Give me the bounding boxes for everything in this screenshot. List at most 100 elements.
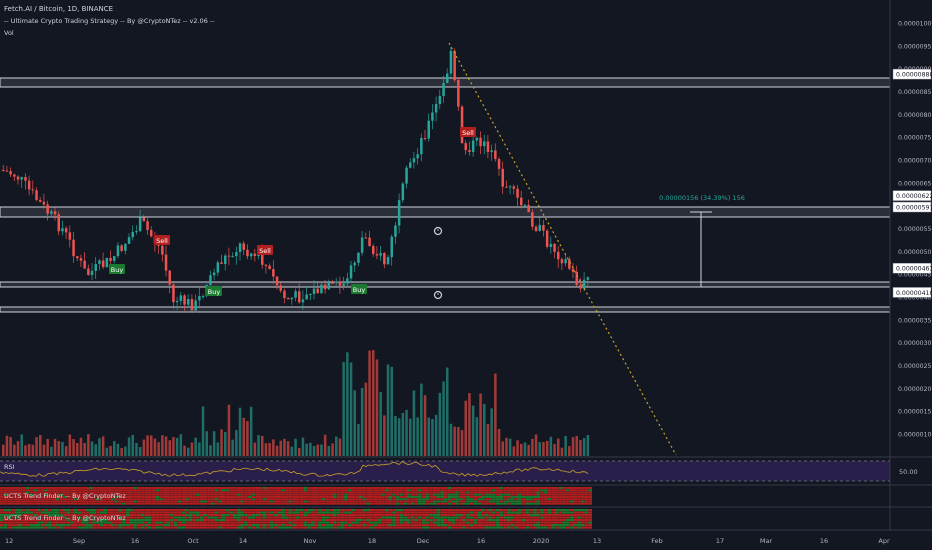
trend-cell [325,524,330,527]
volume-title[interactable]: Vol [4,29,14,37]
trend-cell [314,496,319,498]
trend-cell [477,500,481,503]
trend-finder-title[interactable]: UCTS Trend Finder -- By @CryptoNTez [4,492,126,500]
trend-cell [44,519,49,522]
trend-cell [96,516,100,519]
trend-cell [314,519,319,522]
trend-cell [85,487,89,489]
strategy-title[interactable]: -- Ultimate Crypto Trading Strategy -- B… [4,17,215,25]
trend-finder-pane-1[interactable]: UCTS Trend Finder -- By @CryptoNTez [0,484,932,505]
trend-cell [418,500,422,503]
trend-cell [503,489,507,492]
trend-cell [162,489,167,492]
trend-cell [325,511,330,514]
trend-cell [148,514,152,517]
alarm-clock-icon[interactable] [433,226,443,236]
volume-bar [2,444,5,456]
alarm-clock-icon[interactable] [433,290,443,300]
trend-cell [177,487,182,489]
trend-cell [129,509,134,512]
volume-bar [397,418,401,456]
trend-cell [81,496,86,498]
trend-finder-title[interactable]: UCTS Trend Finder -- By @CryptoNTez [4,514,126,522]
signal-buy[interactable]: Buy [351,284,367,294]
candle [457,77,460,111]
trend-cell [473,511,478,514]
trend-cell [458,509,463,512]
trend-cell [277,496,282,498]
trend-cell [551,493,555,496]
signal-sell[interactable]: Sell [460,127,476,137]
trend-cell [11,509,15,512]
trend-cell [351,489,356,492]
candle [64,226,68,240]
trend-cell [566,491,570,494]
trend-cell [410,516,415,519]
volume-bar [564,435,567,456]
rsi-title[interactable]: RSI [4,463,15,471]
trend-cell [225,498,230,501]
trend-cell [418,524,422,527]
trend-cell [429,511,433,514]
trend-cell [0,516,4,519]
trend-cell [51,511,56,514]
trend-cell [344,493,348,496]
trend-cell [48,519,52,522]
trend-cell [296,509,300,512]
trend-cell [373,519,378,522]
signal-sell[interactable]: Sell [257,245,273,255]
price-axis[interactable]: 0.000010000.000009500.000009000.00000850… [889,0,932,530]
trend-cell [51,493,56,496]
signal-buy[interactable]: Buy [206,286,222,296]
volume-bar [357,424,360,456]
trend-cell [355,491,359,494]
volume-bar [94,444,97,456]
trend-cell [225,524,230,527]
trend-cell [81,493,86,496]
trend-finder-pane-2[interactable]: UCTS Trend Finder -- By @CryptoNTez [0,506,932,529]
trend-cell [148,493,152,496]
trend-cell [155,487,160,489]
trend-cell [540,500,544,503]
trend-cell [159,493,163,496]
trend-cell [447,509,452,512]
trend-cell [177,489,182,492]
trend-cell [536,498,541,501]
volume-bar [53,438,57,456]
trend-cell [296,526,300,529]
candlesticks[interactable] [2,46,590,313]
trend-cell [22,493,26,496]
rsi-pane[interactable]: RSI 50.00 [0,456,932,482]
trend-cell [462,500,467,503]
candle [372,243,375,257]
trend-cell [514,516,518,519]
signal-buy[interactable]: Buy [109,264,125,274]
trend-cell [325,493,330,496]
signal-sell[interactable]: Sell [154,235,170,245]
trend-cell [262,519,267,522]
trend-cell [584,509,589,512]
trend-cell [492,491,496,494]
trend-cell [99,493,104,496]
trend-cell [196,526,200,529]
trend-cell [532,526,537,529]
trend-cell [462,493,467,496]
volume-bar [453,426,456,456]
measure-tool[interactable]: 0.00000156 (34.39%) 156 [656,192,748,288]
trend-cell [333,487,337,489]
trend-cell [181,487,185,489]
trend-cell [170,519,174,522]
trend-cell [140,521,145,524]
trend-cell [562,526,567,529]
candle [520,190,523,209]
trend-cell [170,489,174,492]
volume-bar [512,446,516,456]
trend-cell [181,509,185,512]
symbol-title[interactable]: Fetch.AI / Bitcoin, 1D, BINANCE [4,5,113,13]
trend-cell [384,500,389,503]
trend-cell [44,502,49,505]
trend-cell [458,514,463,517]
time-axis[interactable]: 12 Sep 16 Oct 14 Nov 18 Dec 16 2020 13 Feb 17 Mar 16 Ap… [0,529,932,545]
trendline-descending[interactable] [448,42,677,456]
